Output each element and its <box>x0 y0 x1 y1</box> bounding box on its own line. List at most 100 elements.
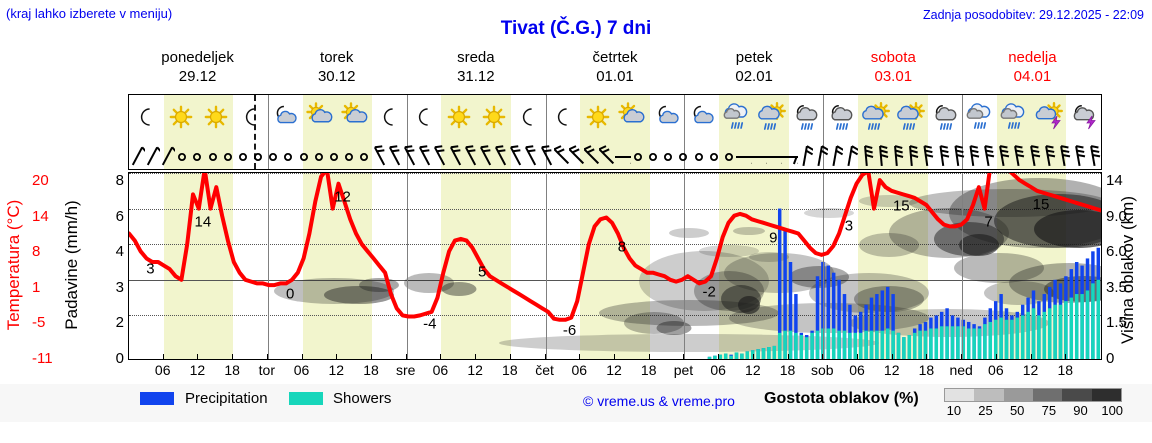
day-name: petek <box>735 49 773 66</box>
showers-legend-label: Showers <box>333 390 392 407</box>
showers-bar <box>1074 294 1079 359</box>
time-axis-tick <box>1065 354 1067 359</box>
weather-icon-sun-storm <box>1032 95 1067 139</box>
axis-tick: 14 <box>32 207 49 225</box>
wind-barb <box>980 139 995 170</box>
cloud-density-legend-label: Gostota oblakov (%) <box>764 390 919 407</box>
day-name: nedelja <box>1008 49 1057 66</box>
wind-barb <box>553 139 569 170</box>
precipitation-axis-ticks: 8 6 4 3 2 0 <box>92 160 132 367</box>
wind-barb <box>706 139 721 170</box>
showers-bar <box>718 354 723 359</box>
showers-bar <box>950 326 955 359</box>
wind-barb <box>524 139 539 170</box>
day-gridline <box>962 173 964 359</box>
horizontal-gridline <box>129 279 1101 281</box>
day-header-row: ponedeljek 29.12 torek 30.12 sreda 31.12 četrt… <box>128 48 1102 86</box>
day-name: torek <box>320 49 354 66</box>
weather-icon-sun-rain <box>858 95 893 139</box>
page-title: Tivat (Č.G.) 7 dni <box>500 18 652 39</box>
time-axis-label: ned <box>949 362 973 378</box>
cloud-density-scale <box>944 388 1122 402</box>
day-gridline <box>545 173 547 359</box>
day-date: 31.12 <box>457 68 495 85</box>
showers-bar <box>956 326 960 359</box>
wind-barb <box>326 139 341 170</box>
time-axis-label: 12 <box>189 362 206 378</box>
showers-bar <box>799 335 804 359</box>
showers-bar <box>988 321 993 359</box>
wind-barb <box>357 139 372 170</box>
cloud-density-scale-step <box>1003 389 1033 401</box>
day-separator <box>823 95 825 169</box>
temperature-axis-title: Temperatura (°C) <box>4 170 32 360</box>
day-date: 29.12 <box>178 68 217 85</box>
horizontal-gridline <box>129 315 1101 317</box>
time-axis-tick <box>961 354 963 359</box>
wind-barb <box>995 139 1010 170</box>
wind-barb <box>433 139 448 170</box>
time-axis-tick <box>648 354 650 359</box>
weather-icon-sun-cloud <box>615 95 650 139</box>
time-axis-label: 18 <box>224 362 240 378</box>
showers-bar <box>804 337 809 359</box>
time-axis-tick <box>614 354 615 359</box>
wind-barb <box>509 139 524 170</box>
cloud-density-scale-step <box>1091 389 1121 401</box>
showers-bar <box>821 328 825 359</box>
wind-barb <box>949 139 964 170</box>
legend-bar: Precipitation Showers © vreme.us & vreme… <box>0 384 1152 422</box>
day-date: 02.01 <box>735 68 773 85</box>
showers-bar <box>891 330 895 359</box>
wind-barb <box>175 139 190 170</box>
precipitation-bar <box>837 279 841 359</box>
cloud-density-scale-step <box>1062 389 1092 401</box>
copyright-link[interactable]: © vreme.us & vreme.pro <box>583 393 735 409</box>
weather-icon-cloud-rain <box>719 95 754 139</box>
showers-bar <box>1004 319 1009 359</box>
showers-bar <box>772 345 777 359</box>
location-menu-note[interactable]: (kraj lahko izberete v meniju) <box>6 6 173 21</box>
wind-barb <box>1086 139 1101 170</box>
showers-bar <box>1069 297 1074 359</box>
time-axis-label: čet <box>535 362 554 378</box>
day-header-4: petek 02.01 <box>685 48 824 86</box>
time-axis-tick <box>232 354 234 359</box>
cloud-density-scale-labels: 10 25 50 75 90 100 <box>938 403 1128 419</box>
time-axis-tick <box>440 354 442 359</box>
showers-bar <box>815 330 820 359</box>
showers-bar <box>707 356 712 359</box>
time-axis-label: 12 <box>1022 362 1039 378</box>
day-date: 30.12 <box>317 68 356 85</box>
wind-barb-row <box>129 139 1101 170</box>
day-band-cell <box>441 173 477 359</box>
showers-bar <box>999 317 1003 359</box>
wind-barb <box>812 139 829 170</box>
precipitation-bar <box>885 286 890 359</box>
weather-icon-moon <box>233 95 268 139</box>
axis-tick: 1.5 <box>1106 314 1127 332</box>
temperature-extreme-label: 8 <box>618 239 626 256</box>
now-marker <box>253 95 256 169</box>
temperature-extreme-label: 3 <box>146 260 154 277</box>
weather-icon-moon-rain <box>823 95 858 139</box>
cloud-density-scale-label: 25 <box>978 403 993 418</box>
showers-bar <box>729 355 733 359</box>
horizontal-gridline <box>129 244 1101 246</box>
wind-barb <box>251 139 266 170</box>
time-axis-tick <box>891 354 893 359</box>
showers-bar <box>1042 311 1047 359</box>
wind-barb <box>766 139 783 170</box>
day-header-2: sreda 31.12 <box>406 48 545 86</box>
time-axis-label: 18 <box>502 362 518 378</box>
showers-bar <box>1010 319 1014 359</box>
precipitation-swatch <box>140 392 174 405</box>
time-axis-tick <box>509 354 511 359</box>
weather-icon-moon-storm <box>1066 95 1101 139</box>
wind-barb <box>721 139 736 170</box>
precipitation-bar <box>831 272 836 359</box>
precipitation-bars <box>707 208 1101 359</box>
wind-barb <box>934 139 949 170</box>
weather-icon-cloud-rain <box>962 95 997 139</box>
